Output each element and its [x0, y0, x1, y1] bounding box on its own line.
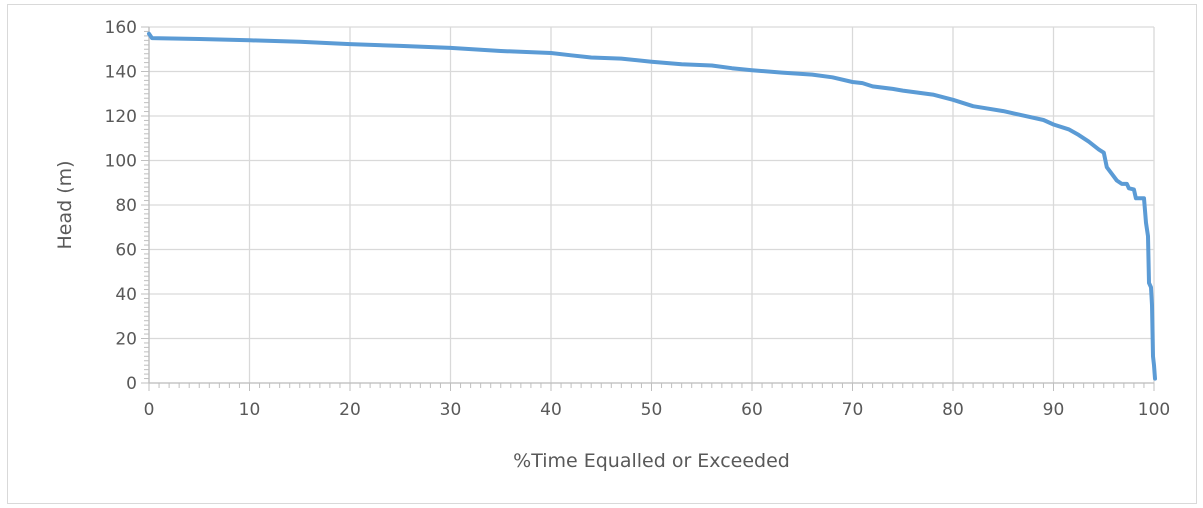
y-tick-label: 20	[115, 330, 137, 350]
y-tick-label: 100	[105, 152, 137, 172]
x-tick-label: 60	[741, 400, 763, 420]
y-tick-label: 120	[105, 107, 137, 127]
gridlines	[148, 26, 1155, 384]
y-tick-label: 60	[115, 241, 137, 261]
series-layer	[147, 31, 1157, 381]
x-tick-label: 90	[1043, 400, 1065, 420]
x-tick-label: 50	[641, 400, 663, 420]
x-axis-title: %Time Equalled or Exceeded	[513, 450, 790, 472]
x-tick-label: 100	[1138, 400, 1170, 420]
y-tick-label: 160	[105, 18, 137, 38]
tick-labels: 0 10 20 30 40 50 60 70 80 90 100 0 20 40 60 80 100 120 140…	[105, 18, 1171, 420]
y-tick-label: 0	[126, 374, 137, 394]
y-tick-label: 40	[115, 285, 137, 305]
x-tick-label: 80	[942, 400, 964, 420]
x-tick-label: 70	[842, 400, 864, 420]
x-tick-label: 30	[440, 400, 462, 420]
series-line-0	[147, 31, 1157, 381]
x-tick-label: 0	[144, 400, 155, 420]
x-tick-label: 10	[239, 400, 261, 420]
line-chart: 0 10 20 30 40 50 60 70 80 90 100 0 20 40 60 80 100 120 140…	[54, 18, 1171, 472]
y-tick-label: 140	[105, 63, 137, 83]
x-tick-label: 20	[339, 400, 361, 420]
y-axis-title: Head (m)	[54, 160, 76, 249]
chart-area: 0 10 20 30 40 50 60 70 80 90 100 0 20 40 60 80 100 120 140…	[7, 4, 1197, 504]
axis-ticks	[141, 26, 1155, 391]
x-tick-label: 40	[540, 400, 562, 420]
y-tick-label: 80	[115, 196, 137, 216]
